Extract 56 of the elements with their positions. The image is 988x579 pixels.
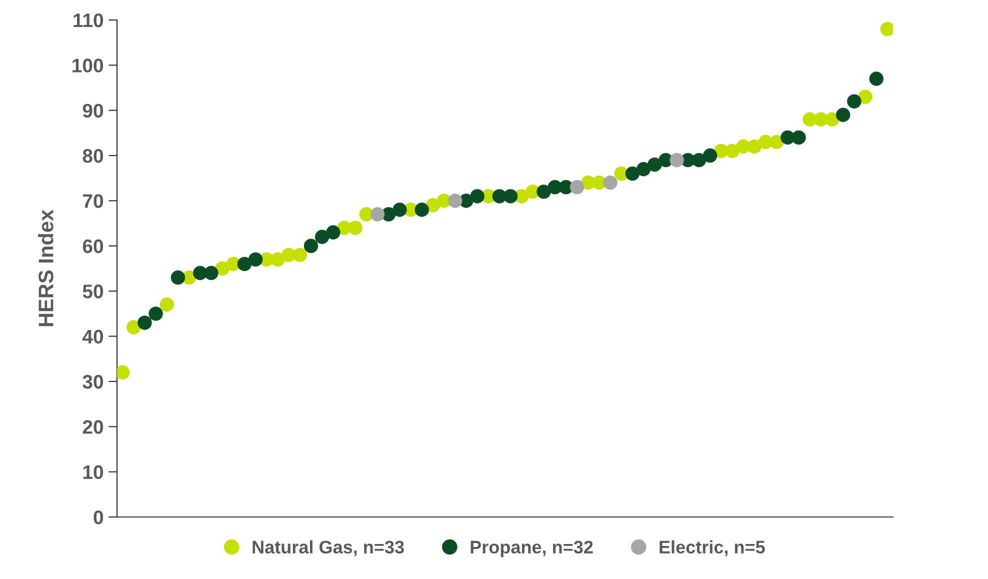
point <box>314 230 330 244</box>
point <box>248 252 263 267</box>
point <box>747 139 762 154</box>
point <box>625 166 640 181</box>
point <box>792 130 806 145</box>
y-tick-label: 10 <box>83 465 104 480</box>
y-tick-label: 50 <box>82 284 104 298</box>
point <box>160 298 174 312</box>
point <box>847 94 862 108</box>
y-tick-label: 90 <box>82 104 104 118</box>
point <box>448 194 462 208</box>
y-tick-label: 100 <box>72 58 104 72</box>
point <box>692 152 706 168</box>
point <box>270 252 285 267</box>
legend-label: Propane, n=32 <box>470 540 593 558</box>
point <box>117 365 130 380</box>
point <box>603 176 618 190</box>
point <box>536 184 551 199</box>
point <box>836 108 850 122</box>
point <box>292 248 308 262</box>
point <box>670 152 684 168</box>
y-tick-label: 30 <box>82 374 104 389</box>
y-tick-label: 110 <box>74 13 104 28</box>
point <box>702 148 718 163</box>
legend-label: Natural Gas, n=33 <box>252 540 404 556</box>
point <box>237 256 252 272</box>
point <box>725 144 740 158</box>
y-tick-label: 70 <box>83 194 104 208</box>
point <box>824 112 840 127</box>
point <box>636 162 651 176</box>
y-tick-label: 0 <box>94 510 104 524</box>
point <box>170 270 186 285</box>
point <box>370 207 385 222</box>
point <box>648 157 662 172</box>
point <box>470 189 484 204</box>
point <box>138 316 152 330</box>
y-tick-label: 60 <box>82 239 104 254</box>
point <box>148 306 163 321</box>
legend-label: Electric, n=5 <box>660 540 765 556</box>
y-axis-title: HERS Index <box>38 210 54 326</box>
y-tick-label: 40 <box>82 330 104 344</box>
point <box>570 180 584 194</box>
point <box>503 189 518 204</box>
point <box>126 320 141 334</box>
point <box>414 202 429 217</box>
point <box>326 225 340 240</box>
point <box>204 266 218 280</box>
point <box>392 202 407 217</box>
y-tick-label: 20 <box>82 420 104 434</box>
point <box>769 134 784 150</box>
point <box>858 90 872 104</box>
point <box>304 238 318 254</box>
point <box>869 72 884 86</box>
y-tick-label: 80 <box>82 149 104 163</box>
point <box>348 220 362 235</box>
point <box>880 22 893 36</box>
